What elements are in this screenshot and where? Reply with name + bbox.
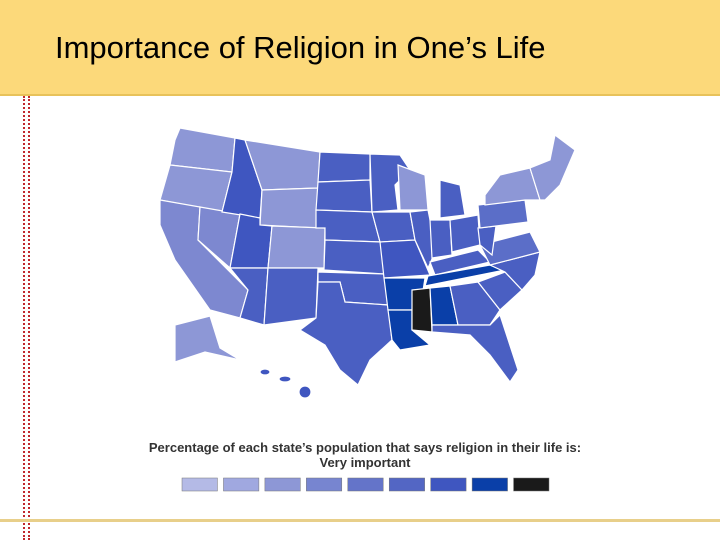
state xyxy=(397,164,429,211)
legend-swatch xyxy=(430,477,467,492)
footer-rule xyxy=(0,519,720,522)
state xyxy=(479,231,541,266)
state xyxy=(409,209,437,270)
state xyxy=(259,368,271,376)
state xyxy=(429,219,453,259)
state xyxy=(317,151,371,183)
legend-swatch xyxy=(347,477,384,492)
header: Importance of Religion in One’s Life xyxy=(0,0,720,96)
legend-swatch xyxy=(264,477,301,492)
state xyxy=(529,133,576,201)
state xyxy=(298,281,393,386)
legend-swatch xyxy=(471,477,508,492)
legend-swatch xyxy=(223,477,260,492)
state xyxy=(379,239,431,279)
state xyxy=(298,385,312,399)
us-map xyxy=(159,127,576,399)
state xyxy=(169,127,236,173)
legend-swatch xyxy=(181,477,218,492)
state xyxy=(263,267,319,326)
state xyxy=(371,211,416,243)
state xyxy=(315,179,373,213)
legend-swatches xyxy=(181,477,550,492)
state xyxy=(439,179,466,219)
slide-title: Importance of Religion in One’s Life xyxy=(55,30,546,65)
margin-rule xyxy=(23,96,25,540)
state xyxy=(278,375,292,383)
legend-swatch xyxy=(306,477,343,492)
legend-swatch xyxy=(513,477,550,492)
state xyxy=(323,239,385,275)
legend-swatch xyxy=(388,477,425,492)
state xyxy=(431,313,519,384)
legend-caption: Percentage of each state’s population th… xyxy=(149,440,581,455)
state xyxy=(267,225,326,269)
margin-rule xyxy=(28,96,30,540)
state xyxy=(228,267,269,326)
state xyxy=(449,214,481,253)
legend-subcaption: Very important xyxy=(319,455,411,470)
state xyxy=(315,209,381,243)
state xyxy=(449,281,501,326)
state xyxy=(411,287,433,333)
state xyxy=(259,187,319,229)
state xyxy=(174,315,241,363)
